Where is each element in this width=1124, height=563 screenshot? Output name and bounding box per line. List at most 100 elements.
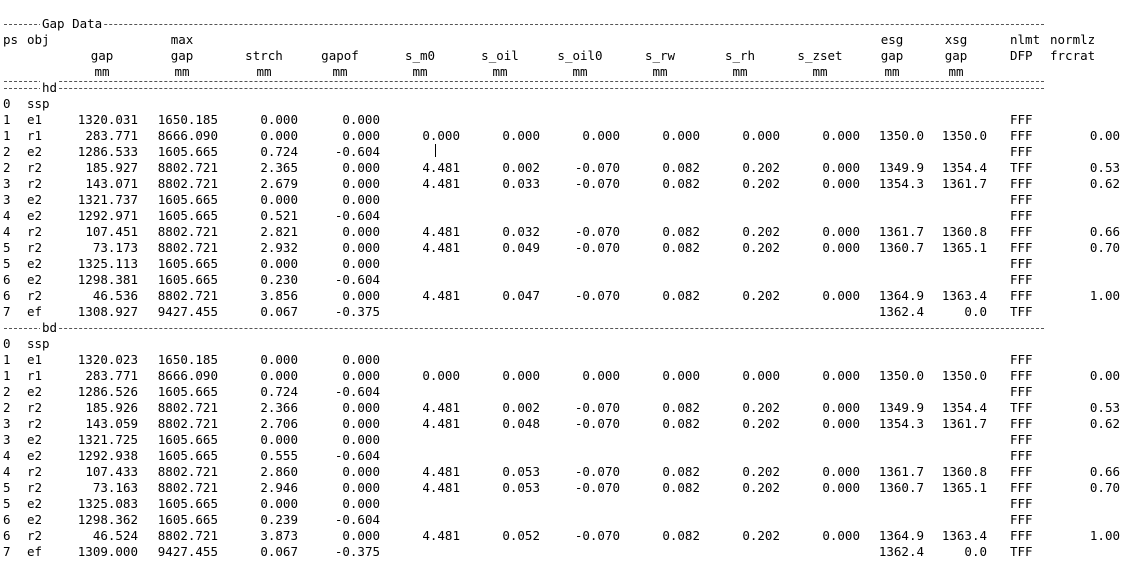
table-row: 4 r2 107.451 8802.721 2.821 0.000 4.481 0.032 -0…	[0, 224, 1124, 240]
table-cell: FFF	[1010, 512, 1033, 527]
table-cell: 1361.7	[878, 224, 924, 239]
column-header-label: s_oil0	[557, 48, 603, 63]
table-row: 3 e2 1321.737 1605.665 0.000 0.000 FFF	[0, 192, 1124, 208]
table-cell: 8802.721	[157, 160, 218, 175]
table-cell: 0.202	[742, 160, 780, 175]
table-cell: 0.000	[742, 368, 780, 383]
table-cell: 4.481	[422, 480, 460, 495]
table-cell: 283.771	[85, 368, 138, 383]
column-header-label: strch	[245, 48, 283, 63]
table-row: 5 r2 73.163 8802.721 2.946 0.000 4.481 0.053 -0.…	[0, 480, 1124, 496]
table-cell: 0.724	[260, 384, 298, 399]
table-cell: 5	[3, 480, 11, 495]
table-cell: 0.202	[742, 528, 780, 543]
section-title: Gap Data	[40, 16, 105, 31]
table-cell: 1298.362	[77, 512, 138, 527]
table-cell: 73.173	[92, 240, 138, 255]
table-row: 5 e2 1325.113 1605.665 0.000 0.000 FFF	[0, 256, 1124, 272]
table-cell: 1362.4	[878, 544, 924, 559]
column-header-label: mm	[812, 64, 828, 79]
table-cell: -0.375	[334, 304, 380, 319]
table-cell: 0.0	[964, 544, 987, 559]
table-cell: 1605.665	[157, 448, 218, 463]
table-cell: 0.048	[502, 416, 540, 431]
table-cell: FFF	[1010, 128, 1033, 143]
table-cell: 0.000	[260, 192, 298, 207]
table-cell: r2	[27, 416, 43, 431]
table-cell: 0.000	[342, 176, 380, 191]
table-row: 5 e2 1325.083 1605.665 0.000 0.000 FFF	[0, 496, 1124, 512]
column-header-label: mm	[732, 64, 748, 79]
table-cell: 0.000	[260, 112, 298, 127]
table-cell: e1	[27, 352, 43, 367]
table-cell: 0.000	[422, 368, 460, 383]
table-cell: 0.000	[822, 240, 860, 255]
table-cell: -0.604	[334, 208, 380, 223]
table-cell: 0.000	[342, 400, 380, 415]
table-cell: 1362.4	[878, 304, 924, 319]
column-header-label: mm	[332, 64, 348, 79]
table-cell: ef	[27, 304, 43, 319]
table-row: 0 ssp	[0, 96, 1124, 112]
table-cell: r2	[27, 160, 43, 175]
table-row: 2 e2 1286.533 1605.665 0.724 -0.604 FFF	[0, 144, 1124, 160]
table-cell: 0.000	[342, 432, 380, 447]
table-row: 7 ef 1308.927 9427.455 0.067 -0.375 1362.4 0.0 T…	[0, 304, 1124, 320]
table-cell: 185.927	[85, 160, 138, 175]
table-cell: 1.00	[1089, 288, 1120, 303]
table-cell: 0.000	[342, 528, 380, 543]
table-cell: 1349.9	[878, 160, 924, 175]
table-cell: 1605.665	[157, 272, 218, 287]
table-row: 4 r2 107.433 8802.721 2.860 0.000 4.481 0.053 -0…	[0, 464, 1124, 480]
table-cell: 0.53	[1089, 160, 1120, 175]
table-cell: 143.059	[85, 416, 138, 431]
table-cell: 4	[3, 448, 11, 463]
table-cell: 1	[3, 352, 11, 367]
table-cell: 2	[3, 384, 11, 399]
table-cell: 2.679	[260, 176, 298, 191]
table-cell: 0.000	[342, 480, 380, 495]
table-cell: 4.481	[422, 416, 460, 431]
table-cell: 0.00	[1089, 368, 1120, 383]
table-cell: e2	[27, 208, 43, 223]
table-cell: 0	[3, 336, 11, 351]
table-cell: 2	[3, 400, 11, 415]
table-cell: 1354.3	[878, 176, 924, 191]
table-cell: 9427.455	[157, 304, 218, 319]
table-cell: 2	[3, 144, 11, 159]
table-cell: 46.536	[92, 288, 138, 303]
table-cell: r1	[27, 368, 43, 383]
table-cell: 7	[3, 544, 11, 559]
table-cell: 3.856	[260, 288, 298, 303]
table-cell: 4.481	[422, 176, 460, 191]
table-cell: 1320.031	[77, 112, 138, 127]
table-cell: r2	[27, 176, 43, 191]
table-cell: TFF	[1010, 304, 1033, 319]
table-row: 7 ef 1309.000 9427.455 0.067 -0.375 1362.4 0.0 T…	[0, 544, 1124, 560]
column-header-label: gapof	[321, 48, 359, 63]
table-cell: 283.771	[85, 128, 138, 143]
column-header-label: mm	[412, 64, 428, 79]
column-header-label: esg	[880, 32, 904, 47]
table-cell: 1354.4	[941, 160, 987, 175]
table-cell: 0.00	[1089, 128, 1120, 143]
column-header-label: gap	[880, 48, 904, 63]
table-cell: 0.000	[422, 128, 460, 143]
table-cell: 1286.533	[77, 144, 138, 159]
table-cell: 1	[3, 368, 11, 383]
table-row: 4 e2 1292.971 1605.665 0.521 -0.604 FFF	[0, 208, 1124, 224]
table-cell: 8802.721	[157, 464, 218, 479]
table-cell: 1605.665	[157, 256, 218, 271]
table-cell: 0.052	[502, 528, 540, 543]
table-cell: 0.053	[502, 480, 540, 495]
table-cell: 0.202	[742, 288, 780, 303]
table-cell: 0.000	[342, 416, 380, 431]
table-cell: 0.082	[662, 464, 700, 479]
table-cell: 0.082	[662, 176, 700, 191]
table-cell: 8802.721	[157, 400, 218, 415]
column-header-label: normlz	[1050, 32, 1096, 47]
table-cell: 0.202	[742, 176, 780, 191]
table-cell: 0.202	[742, 400, 780, 415]
section-rule	[4, 328, 1044, 329]
